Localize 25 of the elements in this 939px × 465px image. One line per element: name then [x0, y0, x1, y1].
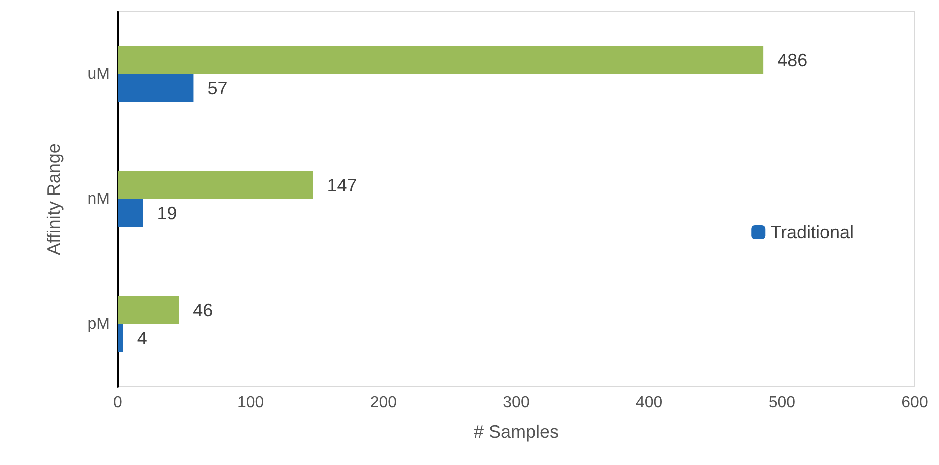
- data-label: 57: [208, 78, 228, 98]
- x-tick-label: 400: [636, 394, 663, 412]
- x-tick-label: 500: [768, 394, 796, 412]
- data-label: 4: [137, 328, 148, 348]
- data-label: 147: [327, 176, 358, 196]
- x-tick-label: 300: [503, 394, 530, 412]
- bar: [118, 296, 180, 324]
- bar: [118, 200, 144, 228]
- x-tick-label: 0: [114, 394, 123, 412]
- y-tick-label: nM: [88, 191, 110, 208]
- y-tick-label: pM: [88, 316, 110, 333]
- data-label: 486: [778, 50, 808, 70]
- bar: [118, 324, 124, 352]
- data-label: 46: [193, 300, 214, 320]
- y-tick-label: uM: [88, 66, 110, 83]
- x-tick-label: 600: [902, 394, 928, 412]
- x-axis-title: # Samples: [474, 422, 560, 442]
- x-tick-label: 200: [370, 394, 398, 412]
- x-tick-label: 100: [237, 394, 264, 412]
- bar: [118, 172, 314, 200]
- data-label: 19: [157, 204, 178, 224]
- y-axis-title: Affinity Range: [44, 144, 64, 256]
- legend-label: Traditional: [770, 222, 854, 242]
- bar: [118, 46, 764, 74]
- bar: [118, 74, 194, 102]
